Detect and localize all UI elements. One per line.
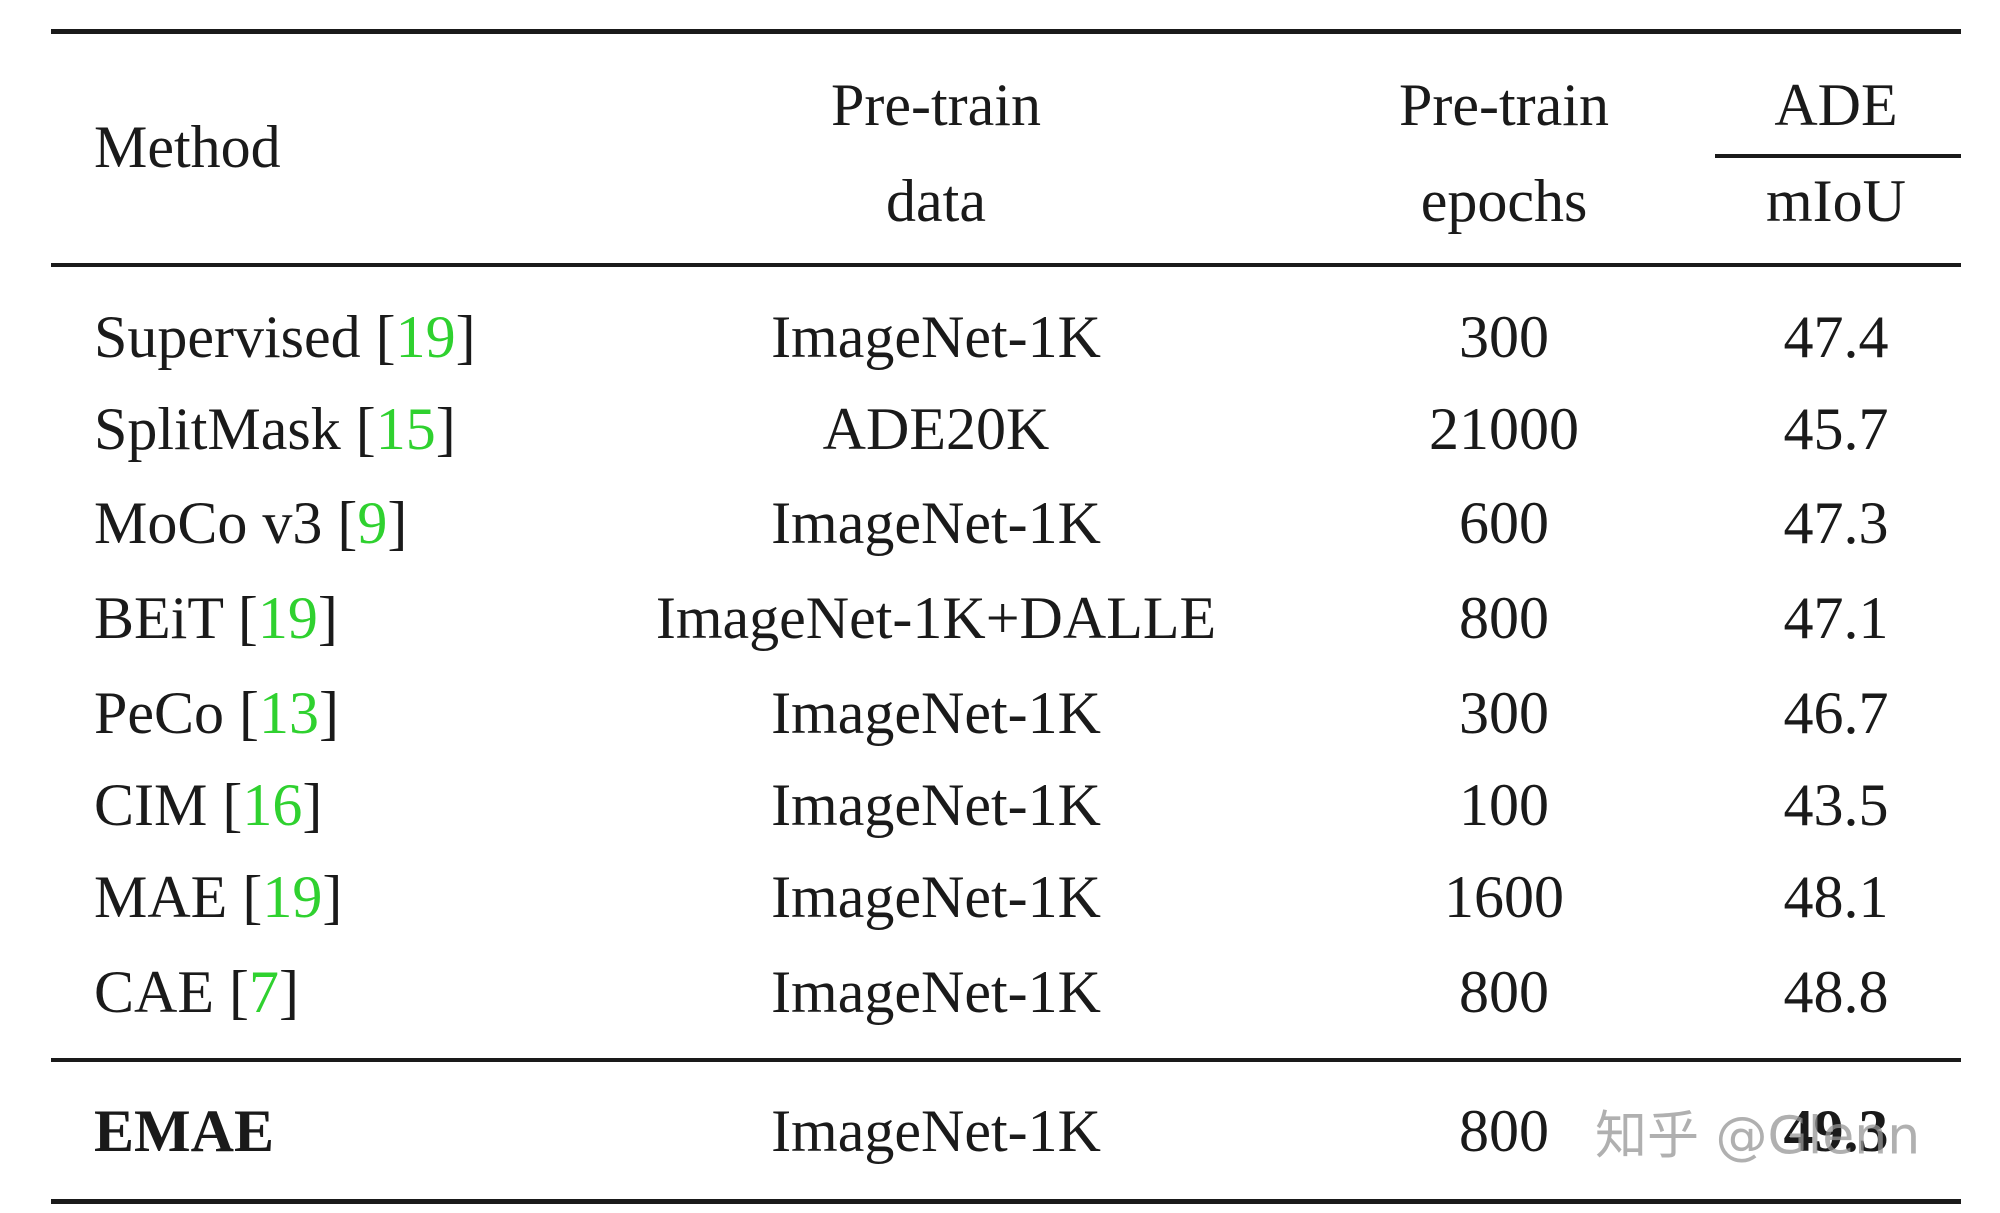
method-name: PeCo: [94, 680, 225, 746]
miou-cell: 43.5: [1783, 772, 1889, 838]
epochs-cell: 1600: [1444, 864, 1564, 930]
method-name: CIM: [94, 772, 208, 838]
ref-bracket: [: [239, 680, 260, 746]
epochs-cell: 21000: [1429, 396, 1579, 462]
header-data: Pre-train: [831, 72, 1041, 138]
ref-bracket: [: [237, 585, 258, 651]
header-epochs: Pre-train: [1399, 72, 1609, 138]
bottom-rule: [51, 1199, 1961, 1204]
header-metric: mIoU: [1766, 168, 1906, 234]
epochs-cell: 800: [1459, 1098, 1549, 1164]
miou-cell: 45.7: [1783, 396, 1889, 462]
ref-bracket: ]: [387, 490, 408, 556]
ref-bracket: ]: [319, 680, 339, 746]
citation: 9: [357, 490, 388, 556]
epochs-cell: 800: [1459, 585, 1549, 651]
data-cell: ImageNet-1K: [771, 490, 1101, 556]
method-cell: CAE [7]: [94, 962, 299, 1022]
data-cell: ImageNet-1K: [771, 772, 1101, 838]
epochs-cell: 600: [1459, 490, 1549, 556]
epochs-cell: 100: [1459, 772, 1549, 838]
header-data: data: [886, 168, 986, 234]
method-name: MoCo v3: [94, 490, 323, 556]
ref-bracket: ]: [455, 304, 476, 370]
data-cell: ImageNet-1K: [771, 680, 1101, 746]
miou-cell: 47.4: [1783, 304, 1889, 370]
method-cell: CIM [16]: [94, 775, 322, 835]
header-rule: [51, 263, 1961, 267]
data-cell: ImageNet-1K+DALLE: [655, 585, 1217, 651]
data-cell: ImageNet-1K: [771, 864, 1101, 930]
ref-bracket: [: [375, 304, 396, 370]
citation: 19: [395, 304, 456, 370]
method-cell: Supervised [19]: [94, 307, 476, 367]
method-cell: PeCo [13]: [94, 683, 339, 743]
citation: 7: [248, 959, 279, 1025]
method-cell: EMAE: [94, 1098, 274, 1164]
citation: 13: [259, 680, 320, 746]
miou-cell: 46.7: [1783, 680, 1889, 746]
miou-cell: 49.3: [1783, 1098, 1889, 1164]
citation: 19: [262, 864, 323, 930]
ref-bracket: ]: [302, 772, 323, 838]
ref-bracket: ]: [322, 864, 343, 930]
citation: 16: [242, 772, 303, 838]
method-name: CAE: [94, 959, 214, 1025]
epochs-cell: 300: [1459, 680, 1549, 746]
epochs-cell: 800: [1459, 959, 1549, 1025]
ref-bracket: [: [355, 396, 376, 462]
group-rule: [1715, 154, 1961, 158]
method-cell: MoCo v3 [9]: [94, 493, 407, 553]
miou-cell: 48.8: [1783, 959, 1889, 1025]
method-cell: SplitMask [15]: [94, 399, 456, 459]
ref-bracket: [: [222, 772, 243, 838]
data-cell: ImageNet-1K: [771, 959, 1101, 1025]
header-epochs: epochs: [1420, 168, 1588, 234]
ref-bracket: [: [337, 490, 358, 556]
ref-bracket: ]: [435, 396, 456, 462]
ref-bracket: ]: [317, 585, 338, 651]
method-name: Supervised: [94, 304, 361, 370]
method-name: BEiT: [94, 585, 223, 651]
method-cell: BEiT [19]: [94, 588, 338, 648]
epochs-cell: 300: [1459, 304, 1549, 370]
data-cell: ADE20K: [822, 396, 1050, 462]
method-name: SplitMask: [94, 396, 341, 462]
miou-cell: 48.1: [1783, 864, 1889, 930]
citation: 19: [257, 585, 318, 651]
miou-cell: 47.3: [1783, 490, 1889, 556]
method-name: MAE: [94, 864, 228, 930]
ref-bracket: [: [242, 864, 263, 930]
ref-bracket: [: [229, 959, 249, 1025]
top-rule: [51, 29, 1961, 34]
ref-bracket: ]: [278, 959, 299, 1025]
header-method: Method: [94, 114, 281, 180]
citation: 15: [375, 396, 436, 462]
ours-rule: [51, 1058, 1961, 1062]
data-cell: ImageNet-1K: [771, 1098, 1101, 1164]
data-cell: ImageNet-1K: [771, 304, 1101, 370]
watermark: 知乎 @Glenn: [1595, 1106, 1921, 1167]
method-cell: MAE [19]: [94, 867, 342, 927]
miou-cell: 47.1: [1783, 585, 1889, 651]
header-group: ADE: [1774, 72, 1898, 138]
